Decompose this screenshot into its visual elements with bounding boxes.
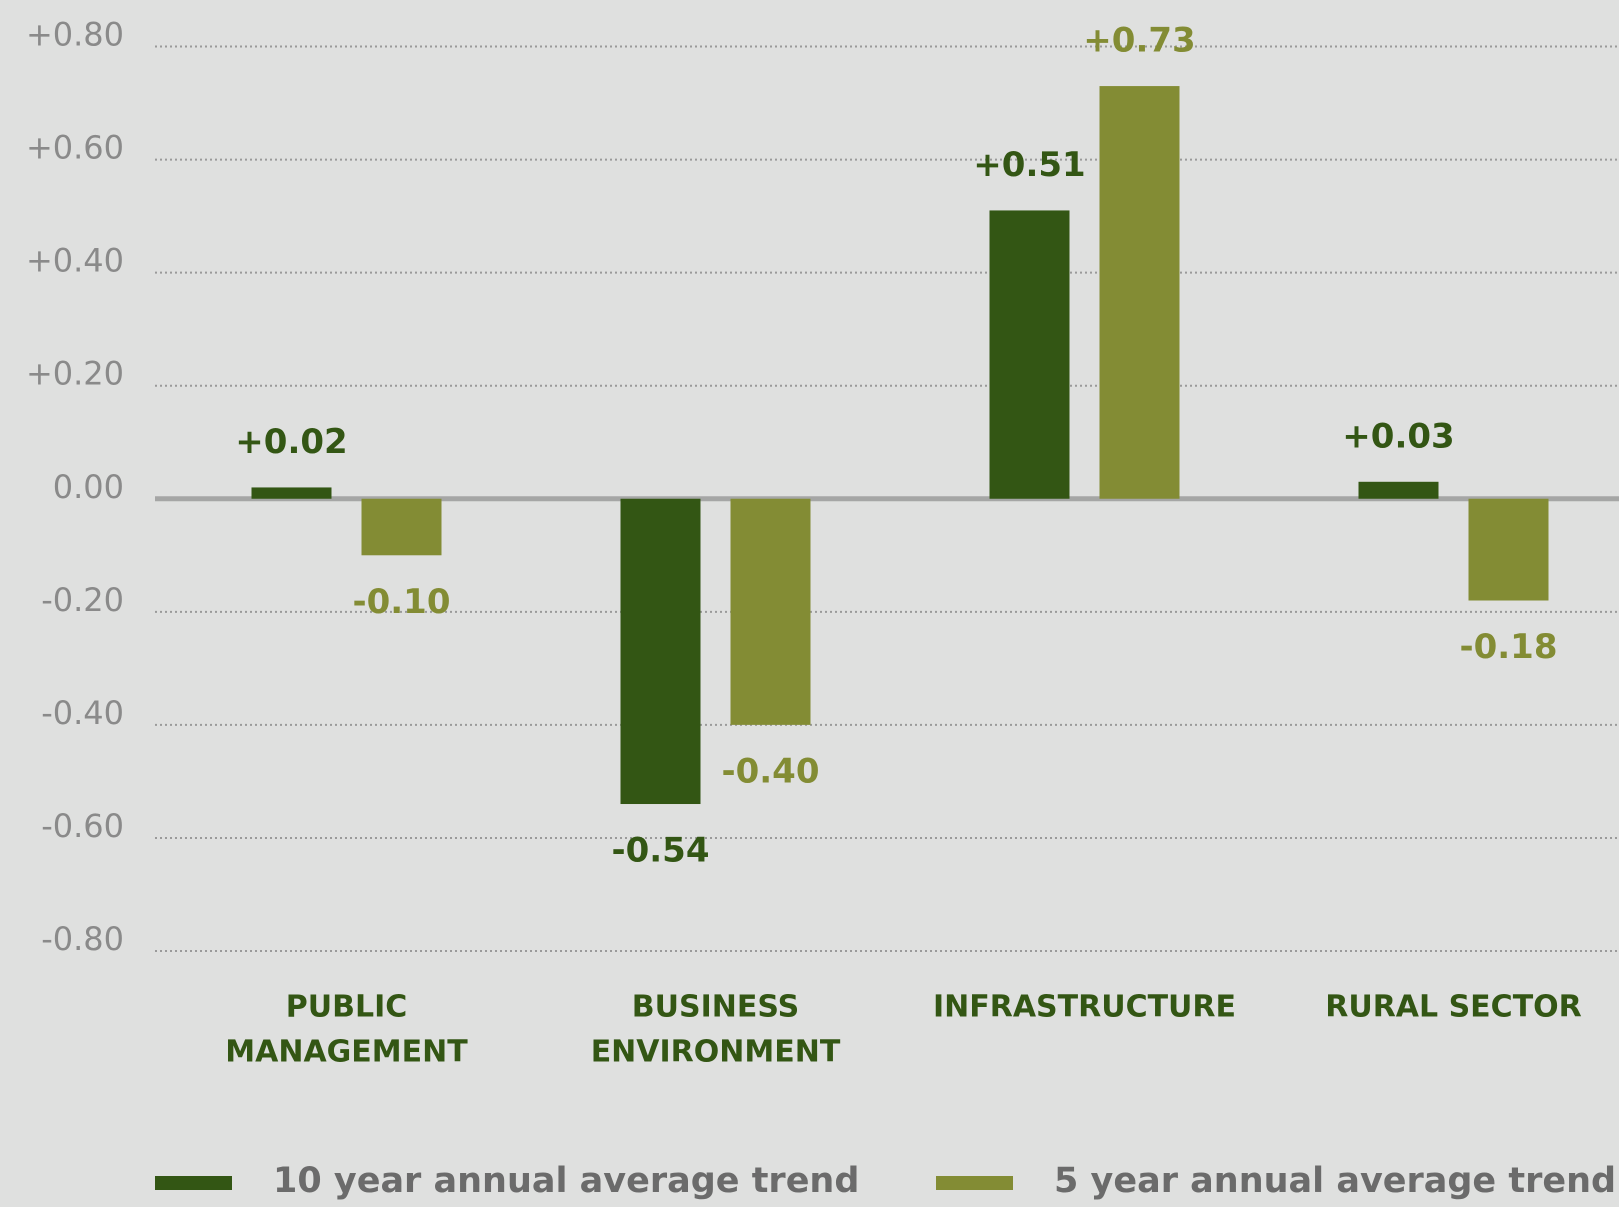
y-tick-label: +0.80 (26, 16, 124, 54)
value-label: +0.03 (1342, 416, 1454, 456)
x-tick-label: MANAGEMENT (225, 1035, 468, 1070)
bar (361, 498, 442, 556)
legend-swatch (936, 1176, 1013, 1190)
y-tick-label: +0.20 (26, 355, 124, 393)
bar (1468, 498, 1549, 601)
y-tick-label: -0.80 (41, 920, 124, 958)
y-tick-label: +0.60 (26, 129, 124, 167)
value-label: -0.18 (1460, 627, 1558, 667)
x-tick-label: RURAL SECTOR (1325, 990, 1582, 1025)
y-tick-label: -0.60 (41, 807, 124, 845)
y-tick-label: -0.40 (41, 694, 124, 732)
x-tick-label: INFRASTRUCTURE (933, 990, 1236, 1025)
x-tick-label: BUSINESS (632, 990, 799, 1025)
value-label: -0.40 (722, 751, 820, 791)
legend-label: 10 year annual average trend (273, 1161, 859, 1201)
value-label: -0.10 (353, 582, 451, 622)
bar (730, 498, 811, 725)
x-tick-label: PUBLIC (286, 990, 408, 1025)
value-label: +0.02 (235, 422, 347, 462)
legend-swatch (155, 1176, 232, 1190)
y-tick-label: +0.40 (26, 242, 124, 280)
value-label: -0.54 (612, 831, 710, 871)
bar (251, 487, 332, 499)
value-label: +0.73 (1083, 21, 1195, 61)
bar (989, 210, 1070, 499)
bar (620, 498, 701, 805)
y-tick-label: 0.00 (53, 468, 124, 506)
value-label: +0.51 (973, 145, 1085, 185)
y-tick-label: -0.20 (41, 581, 124, 619)
x-tick-label: ENVIRONMENT (591, 1035, 841, 1070)
bar (1099, 86, 1180, 499)
legend-label: 5 year annual average trend (1054, 1161, 1616, 1201)
bar (1358, 481, 1439, 499)
